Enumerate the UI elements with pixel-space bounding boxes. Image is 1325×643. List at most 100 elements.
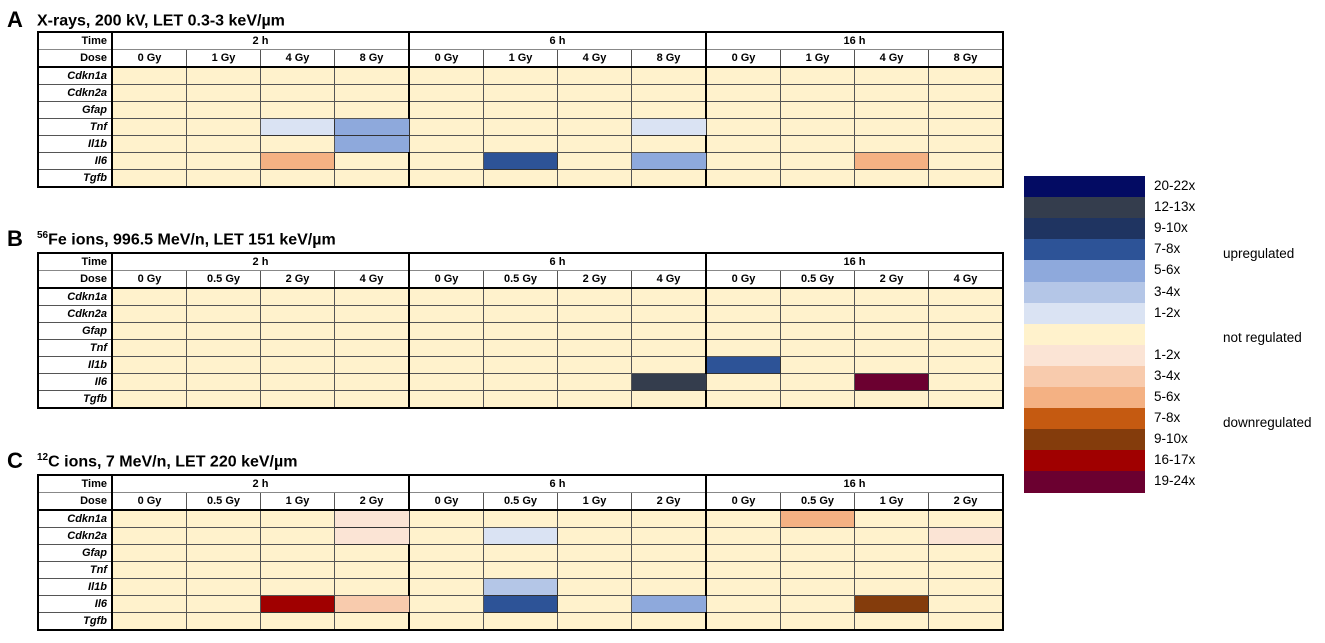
heatmap-cell (705, 118, 781, 136)
heatmap-cell (483, 169, 558, 188)
time-header-cell: 6 h (408, 252, 707, 271)
legend-upregulated-label: upregulated (1223, 246, 1295, 261)
heatmap-cell (780, 578, 855, 596)
legend-swatch (1024, 365, 1145, 388)
heatmap-cell (260, 544, 335, 562)
heatmap-cell (705, 595, 781, 613)
dose-header-cell: 0 Gy (111, 49, 187, 68)
heatmap-cell (928, 544, 1004, 562)
heatmap-cell (260, 305, 335, 323)
legend-label: 5-6x (1154, 262, 1181, 278)
dose-header-cell: 4 Gy (260, 49, 335, 68)
heatmap-cell (186, 135, 261, 153)
dose-header-cell: 2 Gy (928, 492, 1004, 511)
heatmap-cell (408, 118, 484, 136)
heatmap-cell (631, 373, 707, 391)
heatmap-cell (780, 339, 855, 357)
heatmap-cell (408, 169, 484, 188)
dose-header-cell: 0.5 Gy (780, 492, 855, 511)
heatmap-cell (854, 305, 929, 323)
heatmap-cell (111, 578, 187, 596)
gene-label: Cdkn1a (37, 287, 113, 306)
heatmap-cell (260, 356, 335, 374)
heatmap-cell (334, 135, 410, 153)
dose-header-cell: 4 Gy (928, 270, 1004, 289)
heatmap-cell (631, 390, 707, 409)
heatmap-cell (557, 373, 632, 391)
heatmap-cell (334, 390, 410, 409)
heatmap-cell (111, 305, 187, 323)
heatmap-cell (334, 527, 410, 545)
heatmap-cell (111, 287, 187, 306)
panel-letter-a: A (7, 7, 23, 32)
dose-header-cell: 0.5 Gy (186, 270, 261, 289)
legend-label: 12-13x (1154, 199, 1196, 215)
heatmap-cell (780, 66, 855, 85)
dose-header-cell: 0.5 Gy (483, 270, 558, 289)
heatmap-cell (260, 135, 335, 153)
heatmap-cell (260, 390, 335, 409)
heatmap-cell (111, 527, 187, 545)
heatmap-cell (557, 118, 632, 136)
heatmap-cell (780, 356, 855, 374)
legend-label: 3-4x (1154, 367, 1181, 383)
heatmap-cell (111, 169, 187, 188)
heatmap-cell (705, 390, 781, 409)
heatmap-cell (928, 322, 1004, 340)
heatmap-cell (854, 339, 929, 357)
dose-header-cell: 0 Gy (408, 270, 484, 289)
heatmap-cell (111, 135, 187, 153)
dose-header-cell: 0 Gy (408, 492, 484, 511)
dose-header-cell: 4 Gy (854, 49, 929, 68)
heatmap-cell (780, 373, 855, 391)
dose-header-cell: 8 Gy (334, 49, 410, 68)
dose-header-cell: 0 Gy (111, 492, 187, 511)
heatmap-cell (557, 509, 632, 528)
heatmap-cell (854, 390, 929, 409)
heatmap-cell (334, 101, 410, 119)
heatmap-cell (408, 544, 484, 562)
heatmap-cell (334, 287, 410, 306)
heatmap-cell (334, 356, 410, 374)
heatmap-cell (780, 322, 855, 340)
heatmap-cell (408, 578, 484, 596)
time-header-cell: 2 h (111, 252, 410, 271)
heatmap-cell (483, 339, 558, 357)
legend-label: 9-10x (1154, 431, 1188, 447)
heatmap-cell (483, 84, 558, 102)
heatmap-cell (334, 84, 410, 102)
heatmap-cell (780, 544, 855, 562)
gene-label: Gfap (37, 101, 113, 119)
heatmap-cell (186, 169, 261, 188)
heatmap-cell (408, 152, 484, 170)
heatmap-cell (557, 101, 632, 119)
heatmap-cell (557, 578, 632, 596)
heatmap-cell (854, 595, 929, 613)
panel-title-a-text: X-rays, 200 kV, LET 0.3-3 keV/µm (37, 12, 285, 30)
heatmap-cell (854, 527, 929, 545)
dose-header-cell: 4 Gy (334, 270, 410, 289)
legend-swatch (1024, 344, 1145, 367)
gene-label: Cdkn2a (37, 527, 113, 545)
legend-label: 7-8x (1154, 410, 1181, 426)
legend-swatch (1024, 471, 1145, 494)
heatmap-cell (631, 561, 707, 579)
heatmap-cell (854, 322, 929, 340)
heatmap-cell (186, 287, 261, 306)
heatmap-cell (483, 66, 558, 85)
heatmap-cell (557, 84, 632, 102)
gene-row: Cdkn2a (37, 305, 1004, 323)
heatmap-cell (705, 305, 781, 323)
heatmap-cell (186, 578, 261, 596)
legend-label: 5-6x (1154, 389, 1181, 404)
heatmap-cell (631, 339, 707, 357)
dose-header-row: Dose 0 Gy 1 Gy 4 Gy 8 Gy 0 Gy 1 Gy 4 Gy 8 Gy 0 Gy… (37, 49, 1004, 68)
heatmap-cell (631, 169, 707, 188)
heatmap-cell (186, 356, 261, 374)
heatmap-cell (854, 561, 929, 579)
heatmap-cell (705, 373, 781, 391)
legend-not-regulated-label: not regulated (1223, 330, 1302, 345)
